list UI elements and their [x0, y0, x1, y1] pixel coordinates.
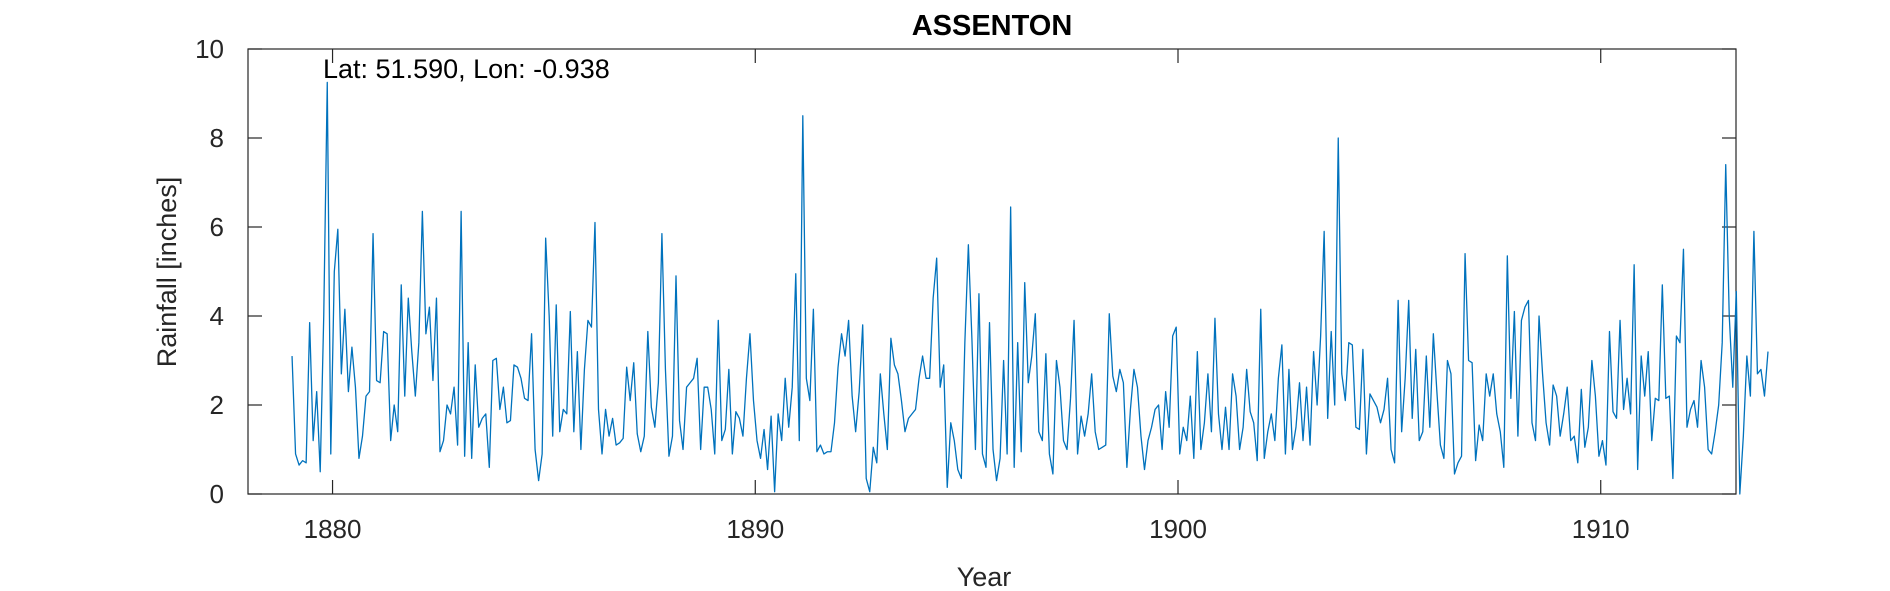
- x-tick-label: 1900: [1149, 514, 1207, 544]
- y-tick-label: 10: [195, 34, 224, 64]
- y-tick-label: 4: [210, 301, 224, 331]
- chart-title: ASSENTON: [912, 10, 1073, 42]
- y-axis-label: Rainfall [inches]: [152, 177, 182, 368]
- x-axis-ticks: 1880 1890 1900 1910: [304, 49, 1630, 544]
- location-annotation: Lat: 51.590, Lon: -0.938: [323, 54, 610, 84]
- y-tick-label: 6: [210, 212, 224, 242]
- rainfall-series-line: [291, 81, 1769, 495]
- y-tick-label: 2: [210, 390, 224, 420]
- y-tick-label: 0: [210, 479, 224, 509]
- x-tick-label: 1910: [1572, 514, 1630, 544]
- x-axis-label: Year: [957, 562, 1012, 591]
- x-tick-label: 1890: [726, 514, 784, 544]
- y-tick-label: 8: [210, 123, 224, 153]
- x-tick-label: 1880: [304, 514, 362, 544]
- y-axis-ticks: 0 2 4 6 8 10: [195, 34, 1736, 509]
